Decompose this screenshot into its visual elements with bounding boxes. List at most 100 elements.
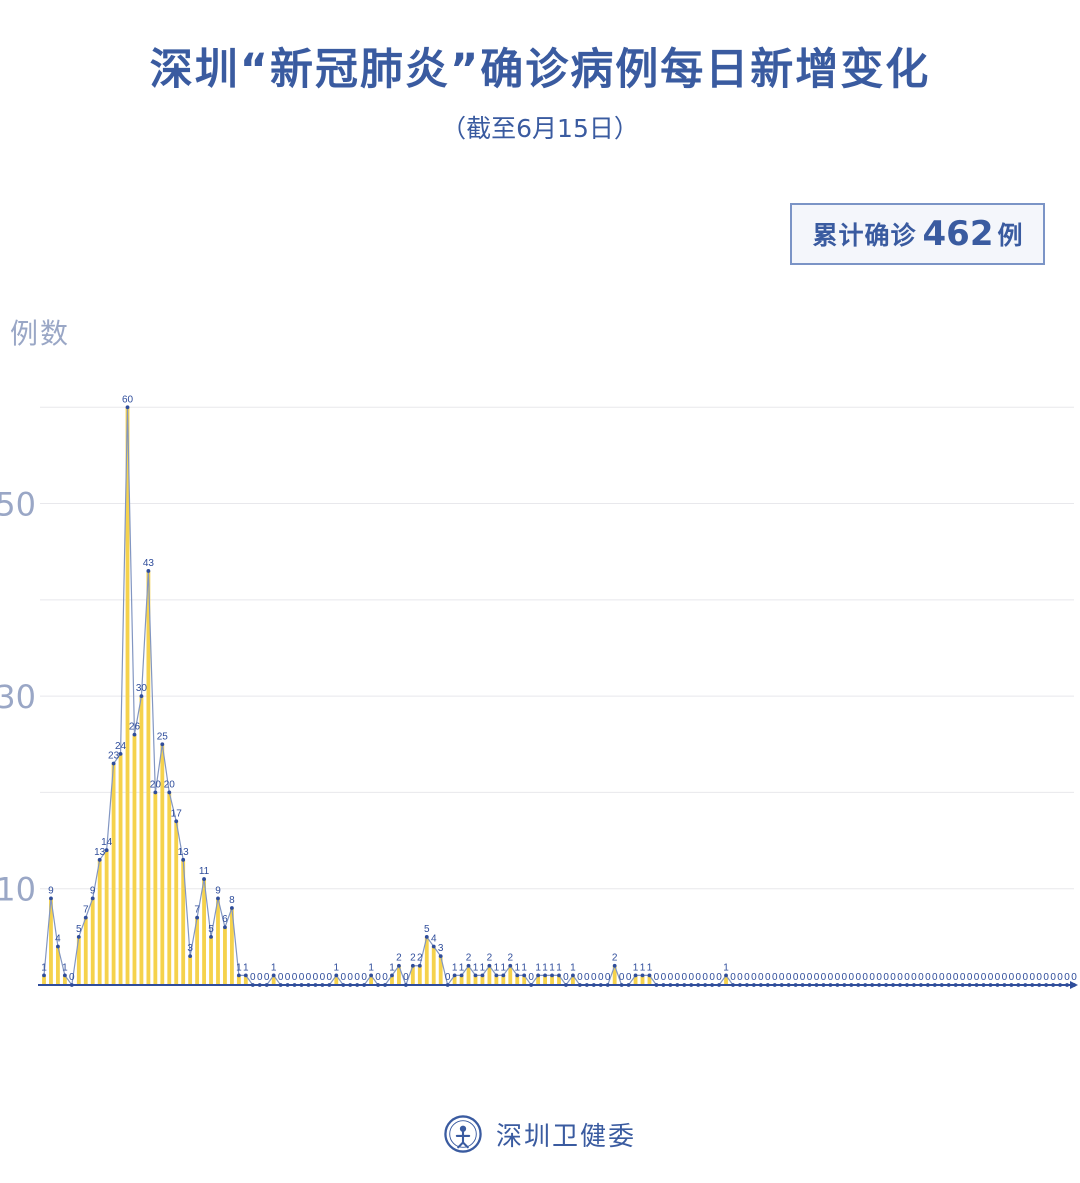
bar-series — [42, 407, 728, 985]
y-axis-tick-labels: 10 30 50 — [0, 486, 36, 909]
svg-text:0: 0 — [340, 972, 346, 983]
svg-text:0: 0 — [967, 972, 973, 983]
svg-text:0: 0 — [730, 972, 736, 983]
svg-text:0: 0 — [403, 972, 409, 983]
svg-text:1: 1 — [570, 962, 576, 973]
svg-text:0: 0 — [285, 972, 291, 983]
svg-text:14: 14 — [101, 837, 113, 848]
svg-text:0: 0 — [772, 972, 778, 983]
svg-text:20: 20 — [164, 779, 176, 790]
svg-text:0: 0 — [988, 972, 994, 983]
svg-text:0: 0 — [695, 972, 701, 983]
svg-text:0: 0 — [1002, 972, 1008, 983]
svg-text:0: 0 — [1064, 972, 1070, 983]
svg-text:1: 1 — [334, 962, 340, 973]
svg-text:1: 1 — [480, 962, 486, 973]
total-confirmed-badge: 累计确诊 462 例 — [790, 203, 1045, 265]
svg-text:9: 9 — [215, 885, 221, 896]
svg-text:0: 0 — [800, 972, 806, 983]
svg-text:6: 6 — [222, 914, 228, 925]
svg-text:17: 17 — [171, 808, 183, 819]
svg-text:0: 0 — [1043, 972, 1049, 983]
svg-text:0: 0 — [890, 972, 896, 983]
svg-text:43: 43 — [143, 558, 155, 569]
svg-text:0: 0 — [375, 972, 381, 983]
svg-text:0: 0 — [675, 972, 681, 983]
svg-text:0: 0 — [584, 972, 590, 983]
svg-text:0: 0 — [737, 972, 743, 983]
svg-text:2: 2 — [410, 953, 416, 964]
svg-text:2: 2 — [417, 953, 423, 964]
svg-text:60: 60 — [122, 394, 134, 405]
svg-text:0: 0 — [876, 972, 882, 983]
svg-text:0: 0 — [932, 972, 938, 983]
svg-text:0: 0 — [619, 972, 625, 983]
svg-text:0: 0 — [577, 972, 583, 983]
svg-text:2: 2 — [487, 953, 493, 964]
svg-text:7: 7 — [83, 905, 89, 916]
svg-text:0: 0 — [327, 972, 333, 983]
svg-text:0: 0 — [925, 972, 931, 983]
svg-text:13: 13 — [94, 847, 106, 858]
badge-unit: 例 — [997, 221, 1023, 250]
svg-text:0: 0 — [313, 972, 319, 983]
footer: 深圳卫健委 — [0, 1115, 1080, 1153]
header: 深圳“新冠肺炎”确诊病例每日新增变化 （截至6月15日） — [0, 0, 1080, 145]
badge-number: 462 — [922, 214, 994, 254]
svg-text:0: 0 — [807, 972, 813, 983]
svg-text:23: 23 — [108, 751, 120, 762]
svg-text:0: 0 — [257, 972, 263, 983]
y-axis-title: 例数 — [10, 317, 71, 350]
svg-text:0: 0 — [69, 972, 75, 983]
svg-text:0: 0 — [382, 972, 388, 983]
svg-text:2: 2 — [466, 953, 472, 964]
svg-text:0: 0 — [793, 972, 799, 983]
svg-text:0: 0 — [250, 972, 256, 983]
svg-text:0: 0 — [598, 972, 604, 983]
svg-text:2: 2 — [612, 953, 618, 964]
svg-text:30: 30 — [0, 678, 36, 716]
svg-text:1: 1 — [41, 962, 47, 973]
svg-text:20: 20 — [150, 779, 162, 790]
svg-text:2: 2 — [508, 953, 514, 964]
page-subtitle: （截至6月15日） — [441, 114, 639, 144]
gridlines — [40, 406, 1074, 890]
svg-text:0: 0 — [591, 972, 597, 983]
svg-text:0: 0 — [1029, 972, 1035, 983]
svg-text:1: 1 — [556, 962, 562, 973]
svg-text:0: 0 — [779, 972, 785, 983]
svg-text:9: 9 — [48, 885, 54, 896]
svg-text:0: 0 — [681, 972, 687, 983]
svg-text:0: 0 — [835, 972, 841, 983]
svg-text:30: 30 — [136, 683, 148, 694]
chart-plot-area: 10 30 50 1 9 4 1 0 5 7 9 13 14 23 24 60 26 30 43 20 25 20 17 1… — [0, 360, 1080, 990]
svg-text:0: 0 — [960, 972, 966, 983]
page-title: 深圳“新冠肺炎”确诊病例每日新增变化 — [149, 45, 931, 95]
svg-text:1: 1 — [514, 962, 520, 973]
svg-text:5: 5 — [76, 924, 82, 935]
svg-text:0: 0 — [946, 972, 952, 983]
svg-text:0: 0 — [995, 972, 1001, 983]
svg-text:0: 0 — [445, 972, 451, 983]
svg-text:0: 0 — [661, 972, 667, 983]
svg-text:0: 0 — [716, 972, 722, 983]
svg-text:7: 7 — [194, 905, 200, 916]
svg-text:1: 1 — [633, 962, 639, 973]
svg-text:0: 0 — [1050, 972, 1056, 983]
svg-text:1: 1 — [368, 962, 374, 973]
svg-text:0: 0 — [320, 972, 326, 983]
svg-text:0: 0 — [821, 972, 827, 983]
svg-text:4: 4 — [55, 933, 61, 944]
svg-text:5: 5 — [208, 924, 214, 935]
svg-text:0: 0 — [1023, 972, 1029, 983]
svg-text:1: 1 — [535, 962, 541, 973]
svg-text:9: 9 — [90, 885, 96, 896]
svg-text:0: 0 — [953, 972, 959, 983]
x-axis — [38, 981, 1078, 989]
svg-text:0: 0 — [1009, 972, 1015, 983]
svg-text:0: 0 — [1016, 972, 1022, 983]
svg-text:0: 0 — [688, 972, 694, 983]
svg-text:1: 1 — [62, 962, 68, 973]
svg-text:0: 0 — [306, 972, 312, 983]
